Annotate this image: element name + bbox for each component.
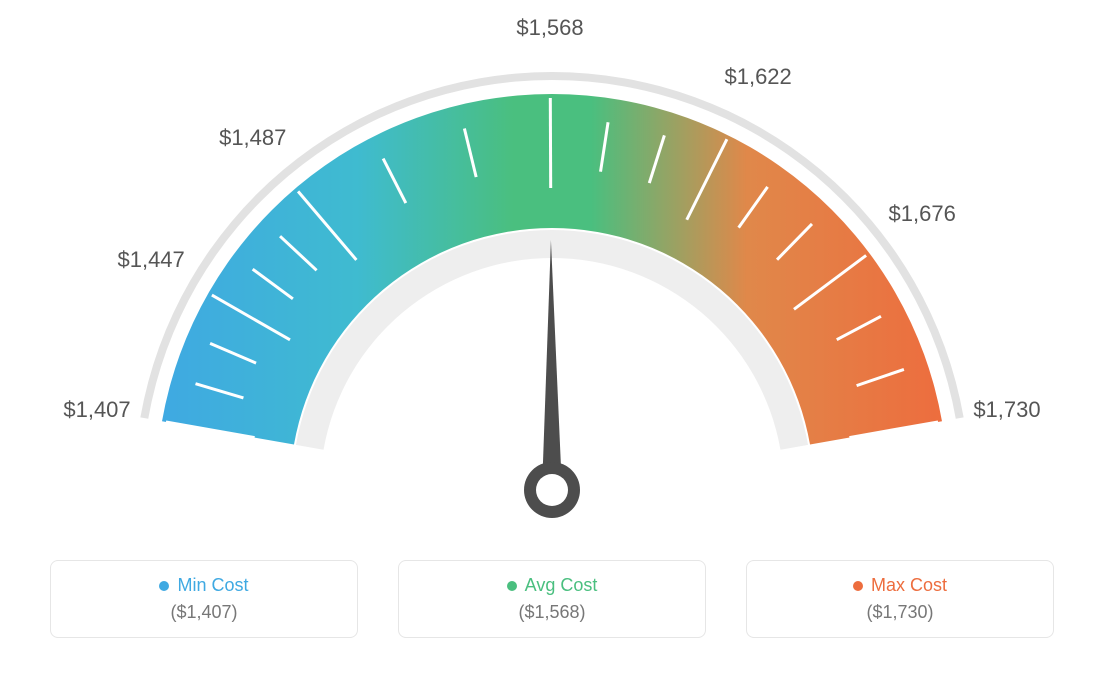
legend-value-min: ($1,407) (51, 602, 357, 623)
legend-card-max: Max Cost ($1,730) (746, 560, 1054, 638)
legend-row: Min Cost ($1,407) Avg Cost ($1,568) Max … (0, 540, 1104, 638)
legend-title-text: Max Cost (871, 575, 947, 596)
gauge-chart: $1,407 $1,447 $1,487 $1,568 $1,622 $1,676 $1,7… (0, 0, 1104, 540)
legend-title-max: Max Cost (853, 575, 947, 596)
legend-value-max: ($1,730) (747, 602, 1053, 623)
gauge-tick-label: $1,447 (117, 247, 184, 273)
dot-icon (507, 581, 517, 591)
legend-title-avg: Avg Cost (507, 575, 598, 596)
gauge-tick-label: $1,730 (973, 397, 1040, 423)
gauge-tick-label: $1,622 (724, 64, 791, 90)
legend-title-min: Min Cost (159, 575, 248, 596)
legend-card-min: Min Cost ($1,407) (50, 560, 358, 638)
dot-icon (853, 581, 863, 591)
legend-title-text: Min Cost (177, 575, 248, 596)
gauge-tick-label: $1,487 (219, 125, 286, 151)
legend-card-avg: Avg Cost ($1,568) (398, 560, 706, 638)
gauge-tick-label: $1,676 (889, 201, 956, 227)
gauge-tick-label: $1,568 (516, 15, 583, 41)
gauge-tick-label: $1,407 (63, 397, 130, 423)
legend-value-avg: ($1,568) (399, 602, 705, 623)
legend-title-text: Avg Cost (525, 575, 598, 596)
dot-icon (159, 581, 169, 591)
